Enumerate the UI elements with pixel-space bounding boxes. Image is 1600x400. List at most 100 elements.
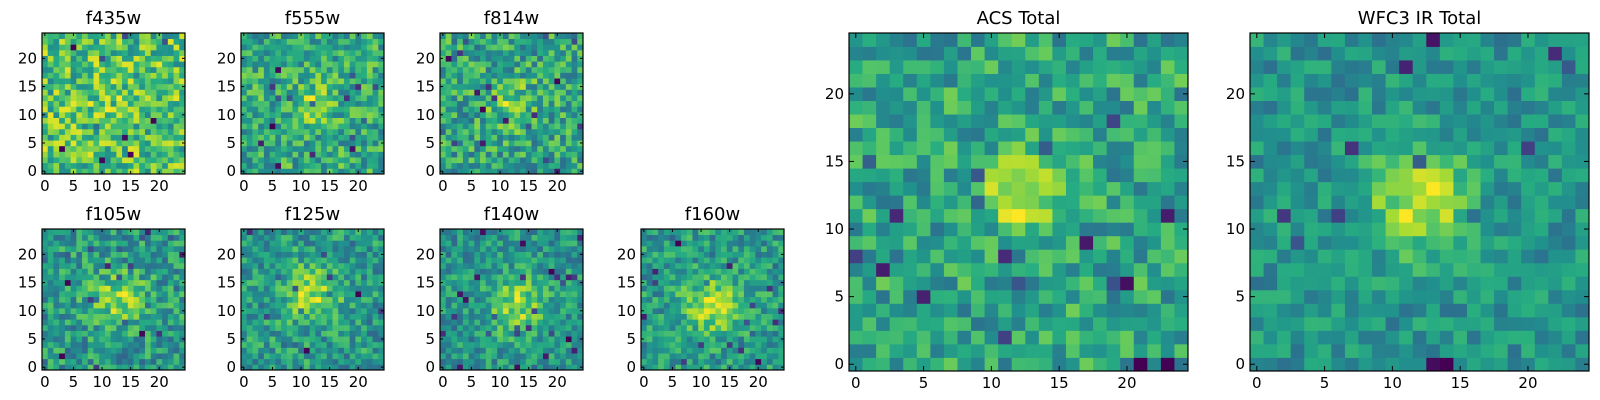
heatmap-cell — [167, 162, 174, 169]
heatmap-cell — [252, 245, 259, 252]
heatmap-cell — [70, 291, 77, 298]
heatmap-cell — [474, 123, 481, 130]
heatmap-cell — [531, 279, 538, 286]
heatmap-cell — [520, 140, 527, 147]
heatmap-cell — [1052, 168, 1067, 183]
heatmap-cell — [355, 100, 362, 107]
heatmap-cell — [122, 78, 129, 85]
heatmap-cell — [457, 128, 464, 135]
heatmap-cell — [298, 291, 305, 298]
heatmap-cell — [537, 364, 544, 371]
heatmap-cell — [246, 313, 253, 320]
heatmap-cell — [303, 313, 311, 320]
heatmap-cell — [1133, 181, 1148, 196]
heatmap-cell — [743, 251, 751, 258]
heatmap-cell — [104, 245, 112, 252]
heatmap-cell — [167, 78, 174, 85]
heatmap-cell — [542, 38, 550, 45]
heatmap-cell — [1052, 330, 1067, 345]
heatmap-cell — [1147, 343, 1162, 358]
heatmap-cell — [663, 251, 670, 258]
heatmap-cell — [372, 336, 379, 343]
heatmap-cell — [116, 234, 123, 241]
heatmap-cell — [474, 111, 481, 118]
heatmap-cell — [692, 347, 699, 354]
heatmap-cell — [761, 319, 768, 326]
heatmap-cell — [571, 145, 578, 152]
heatmap-cell — [70, 358, 77, 365]
heatmap-cell — [378, 296, 385, 303]
heatmap-cell — [53, 100, 60, 107]
heatmap-cell — [42, 145, 49, 152]
heatmap-cell — [99, 240, 106, 247]
heatmap-cell — [721, 251, 728, 258]
heatmap-cell — [133, 279, 140, 286]
heatmap-cell — [554, 330, 561, 337]
heatmap-cell — [99, 49, 106, 56]
heatmap-cell — [292, 44, 299, 51]
heatmap-cell — [849, 343, 863, 358]
heatmap-cell — [53, 347, 60, 354]
heatmap-cell — [343, 55, 351, 62]
heatmap-cell — [122, 347, 129, 354]
heatmap-cell — [133, 319, 140, 326]
heatmap-cell — [321, 262, 328, 269]
heatmap-cell — [554, 95, 561, 102]
heatmap-cell — [286, 100, 293, 107]
heatmap-cell — [82, 347, 89, 354]
heatmap-cell — [497, 358, 504, 365]
heatmap-cell — [349, 353, 356, 360]
heatmap-cell — [156, 358, 163, 365]
heatmap-cell — [451, 324, 458, 331]
heatmap-cell — [548, 330, 555, 337]
heatmap-cell — [99, 72, 106, 79]
heatmap-cell — [497, 83, 504, 90]
heatmap-cell — [703, 358, 711, 365]
heatmap-cell — [560, 245, 567, 252]
heatmap-cell — [497, 44, 504, 51]
heatmap-cell — [721, 364, 728, 371]
heatmap-cell — [372, 358, 379, 365]
heatmap-cell — [315, 358, 322, 365]
heatmap-cell — [531, 83, 538, 90]
heatmap-cell — [876, 195, 891, 210]
heatmap-cell — [122, 291, 129, 298]
heatmap-cell — [292, 229, 299, 236]
heatmap-cell — [139, 341, 146, 348]
heatmap-cell — [275, 38, 282, 45]
heatmap-cell — [139, 55, 146, 62]
heatmap-cell — [99, 140, 106, 147]
heatmap-cell — [179, 162, 186, 169]
heatmap-cell — [485, 38, 492, 45]
heatmap-cell — [173, 168, 180, 175]
heatmap-cell — [560, 274, 567, 281]
heatmap-cell — [355, 117, 362, 124]
heatmap-cell — [726, 302, 733, 309]
heatmap-cell — [577, 302, 584, 309]
heatmap-cell — [531, 168, 538, 175]
heatmap-cell — [59, 128, 66, 135]
heatmap-cell — [47, 66, 54, 73]
heatmap-cell — [258, 145, 265, 152]
heatmap-cell — [862, 181, 877, 196]
heatmap-cell — [99, 66, 106, 73]
heatmap-cell — [525, 302, 532, 309]
heatmap-cell — [122, 151, 129, 158]
heatmap-cell — [179, 44, 186, 51]
heatmap-cell — [502, 257, 510, 264]
heatmap-cell — [480, 262, 487, 269]
heatmap-cell — [82, 291, 89, 298]
heatmap-cell — [485, 83, 492, 90]
heatmap-cell — [104, 100, 112, 107]
heatmap-cell — [298, 33, 305, 40]
heatmap-cell — [652, 353, 659, 360]
heatmap-cell — [514, 78, 521, 85]
heatmap-cell — [554, 274, 561, 281]
heatmap-cell — [42, 341, 49, 348]
heatmap-cell — [355, 229, 362, 236]
heatmap-cell — [343, 240, 351, 247]
heatmap-cell — [150, 324, 157, 331]
heatmap-cell — [698, 319, 705, 326]
heatmap-cell — [361, 134, 368, 141]
heatmap-cell — [372, 140, 379, 147]
